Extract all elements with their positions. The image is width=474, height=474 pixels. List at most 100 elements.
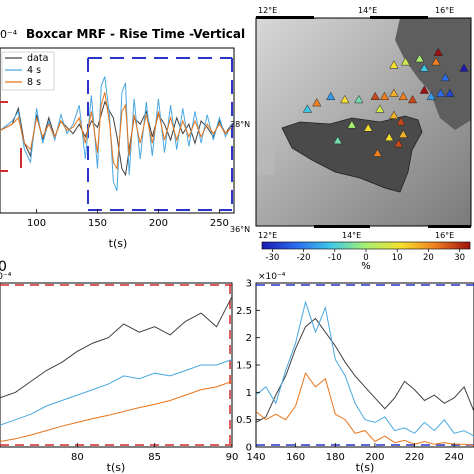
waveform-xtick-label: 100 bbox=[27, 218, 46, 229]
map-station-marker bbox=[333, 135, 343, 145]
zoom-right-ytick-label: 3 bbox=[246, 279, 252, 290]
map-station-marker bbox=[396, 116, 406, 126]
zoom-right-panel: ×10⁻⁴ 0 0.5 1 1.5 2 2.5 3 140 160 180 200 220 240 t… bbox=[236, 272, 474, 474]
waveform-line-8s bbox=[0, 92, 232, 171]
map-station-marker bbox=[398, 91, 408, 101]
map-station-marker bbox=[389, 60, 399, 69]
map-station-marker bbox=[384, 132, 394, 142]
zoom-left-xtick-label: 85 bbox=[148, 452, 161, 463]
zoom-right-ytick-label: 2 bbox=[246, 333, 252, 344]
zoom-right-xtick-label: 180 bbox=[326, 452, 345, 463]
map-station-marker bbox=[433, 47, 443, 56]
zoom-right-ytick-label: 1 bbox=[246, 388, 252, 399]
map-colorbar bbox=[261, 241, 471, 250]
map-station-marker bbox=[419, 63, 429, 72]
waveform-panel: 0⁻⁴ Boxcar MRF - Rise Time -Vertical dat… bbox=[0, 27, 245, 250]
zoom-left-exponent-label: ×10⁻⁴ bbox=[0, 272, 12, 282]
zoom-right-ytick-label: 1.5 bbox=[236, 361, 252, 372]
map-station-marker bbox=[375, 104, 385, 113]
map-station-marker bbox=[389, 110, 399, 119]
waveform-red-markers bbox=[0, 101, 22, 172]
zoom-left-prefix: 0 bbox=[0, 259, 7, 275]
waveform-xlabel: t(s) bbox=[109, 237, 128, 250]
map-shadow bbox=[256, 150, 275, 175]
map-station-marker bbox=[398, 129, 408, 138]
zoom-right-ytick-label: 0 bbox=[246, 443, 252, 454]
map-station-marker bbox=[312, 98, 322, 107]
zoom-left-xtick-label: 80 bbox=[71, 452, 84, 463]
colorbar-tick-label: -30 bbox=[265, 253, 279, 263]
zoom-left-frame bbox=[0, 282, 233, 448]
waveform-legend: data 4 s 8 s bbox=[1, 51, 55, 91]
zoom-right-line-4s bbox=[255, 300, 474, 437]
zoom-right-x-ticks: 140 160 180 200 220 240 bbox=[246, 443, 464, 463]
zoom-right-xtick-label: 220 bbox=[405, 452, 424, 463]
map-station-marker bbox=[302, 104, 313, 113]
waveform-title: Boxcar MRF - Rise Time -Vertical bbox=[26, 27, 245, 41]
zoom-right-xtick-label: 160 bbox=[286, 452, 305, 463]
zoom-left-x-ticks: 80 85 90 bbox=[71, 443, 238, 463]
map-station-marker bbox=[445, 88, 455, 97]
zoom-right-xlabel: t(s) bbox=[356, 461, 375, 474]
map-ytick-36: 36°N bbox=[230, 225, 250, 234]
map-station-marker bbox=[379, 91, 390, 101]
zoom-right-line-8s bbox=[255, 372, 474, 446]
map-xtick-14-bottom: 14°E bbox=[342, 231, 361, 240]
colorbar-tick-label: -20 bbox=[297, 253, 311, 263]
waveform-x-ticks: 100 150 200 250 bbox=[27, 209, 229, 229]
zoom-left-panel: 0 ×10⁻⁴ 80 85 90 t(s) bbox=[0, 259, 238, 474]
zoom-right-series bbox=[255, 300, 474, 446]
map-station-marker bbox=[426, 91, 436, 101]
zoom-left-line-4s bbox=[0, 359, 233, 426]
zoom-right-ytick-label: 0.5 bbox=[236, 415, 252, 426]
map-station-marker bbox=[326, 91, 336, 101]
map-ytick-38: 38°N bbox=[230, 120, 250, 129]
legend-label-8s: 8 s bbox=[27, 77, 41, 88]
colorbar-tick-label: 20 bbox=[423, 253, 434, 263]
zoom-right-line-data bbox=[255, 317, 474, 423]
zoom-left-xlabel: t(s) bbox=[107, 461, 126, 474]
zoom-left-line-8s bbox=[0, 380, 233, 442]
map-station-marker bbox=[435, 88, 446, 97]
map-station-marker bbox=[354, 94, 364, 104]
map-station-marker bbox=[419, 85, 429, 94]
map-station-marker bbox=[459, 63, 469, 72]
map-colorbar-ticks: -30 -20 -10 0 10 20 30 bbox=[265, 249, 465, 263]
waveform-xtick-label: 250 bbox=[210, 218, 229, 229]
map-xtick-12-bottom: 12°E bbox=[258, 231, 277, 240]
map-mainland bbox=[395, 18, 471, 130]
zoom-right-xtick-label: 140 bbox=[246, 452, 265, 463]
map-station-marker bbox=[370, 91, 380, 101]
map-station-marker bbox=[393, 139, 404, 148]
map-xtick-16-bottom: 16°E bbox=[435, 231, 454, 240]
zoom-right-xtick-label: 240 bbox=[445, 452, 464, 463]
legend-label-data: data bbox=[27, 53, 48, 64]
map-sicily bbox=[281, 115, 423, 193]
map-station-marker bbox=[340, 94, 350, 104]
map-xtick-12: 12°E bbox=[258, 6, 277, 15]
map-border-ticks bbox=[256, 16, 471, 228]
colorbar-tick-label: 0 bbox=[363, 253, 368, 263]
map-xtick-14: 14°E bbox=[358, 6, 377, 15]
legend-label-4s: 4 s bbox=[27, 65, 41, 76]
map-station-marker bbox=[414, 53, 425, 63]
map-station-marker bbox=[431, 57, 441, 66]
colorbar-tick-label: 30 bbox=[454, 253, 465, 263]
zoom-right-xtick-label: 200 bbox=[365, 452, 384, 463]
zoom-right-y-ticks: 0 0.5 1 1.5 2 2.5 3 bbox=[236, 279, 260, 454]
waveform-xtick-label: 150 bbox=[88, 218, 107, 229]
map-station-marker bbox=[400, 57, 411, 66]
map-station-marker bbox=[389, 88, 399, 97]
map-station-marker bbox=[407, 94, 418, 104]
zoom-left-line-data bbox=[0, 296, 233, 399]
waveform-series bbox=[0, 76, 233, 191]
colorbar-tick-label: -10 bbox=[328, 253, 342, 263]
zoom-right-ytick-label: 2.5 bbox=[236, 306, 252, 317]
zoom-left-xtick-label: 90 bbox=[226, 452, 239, 463]
map-station-marker bbox=[363, 123, 373, 132]
map-panel: 12°E 14°E 16°E 38°N 36°N 12°E 14°E 16°E … bbox=[230, 6, 472, 272]
map-stations bbox=[302, 47, 469, 157]
zoom-right-exponent-label: ×10⁻⁴ bbox=[258, 272, 286, 282]
